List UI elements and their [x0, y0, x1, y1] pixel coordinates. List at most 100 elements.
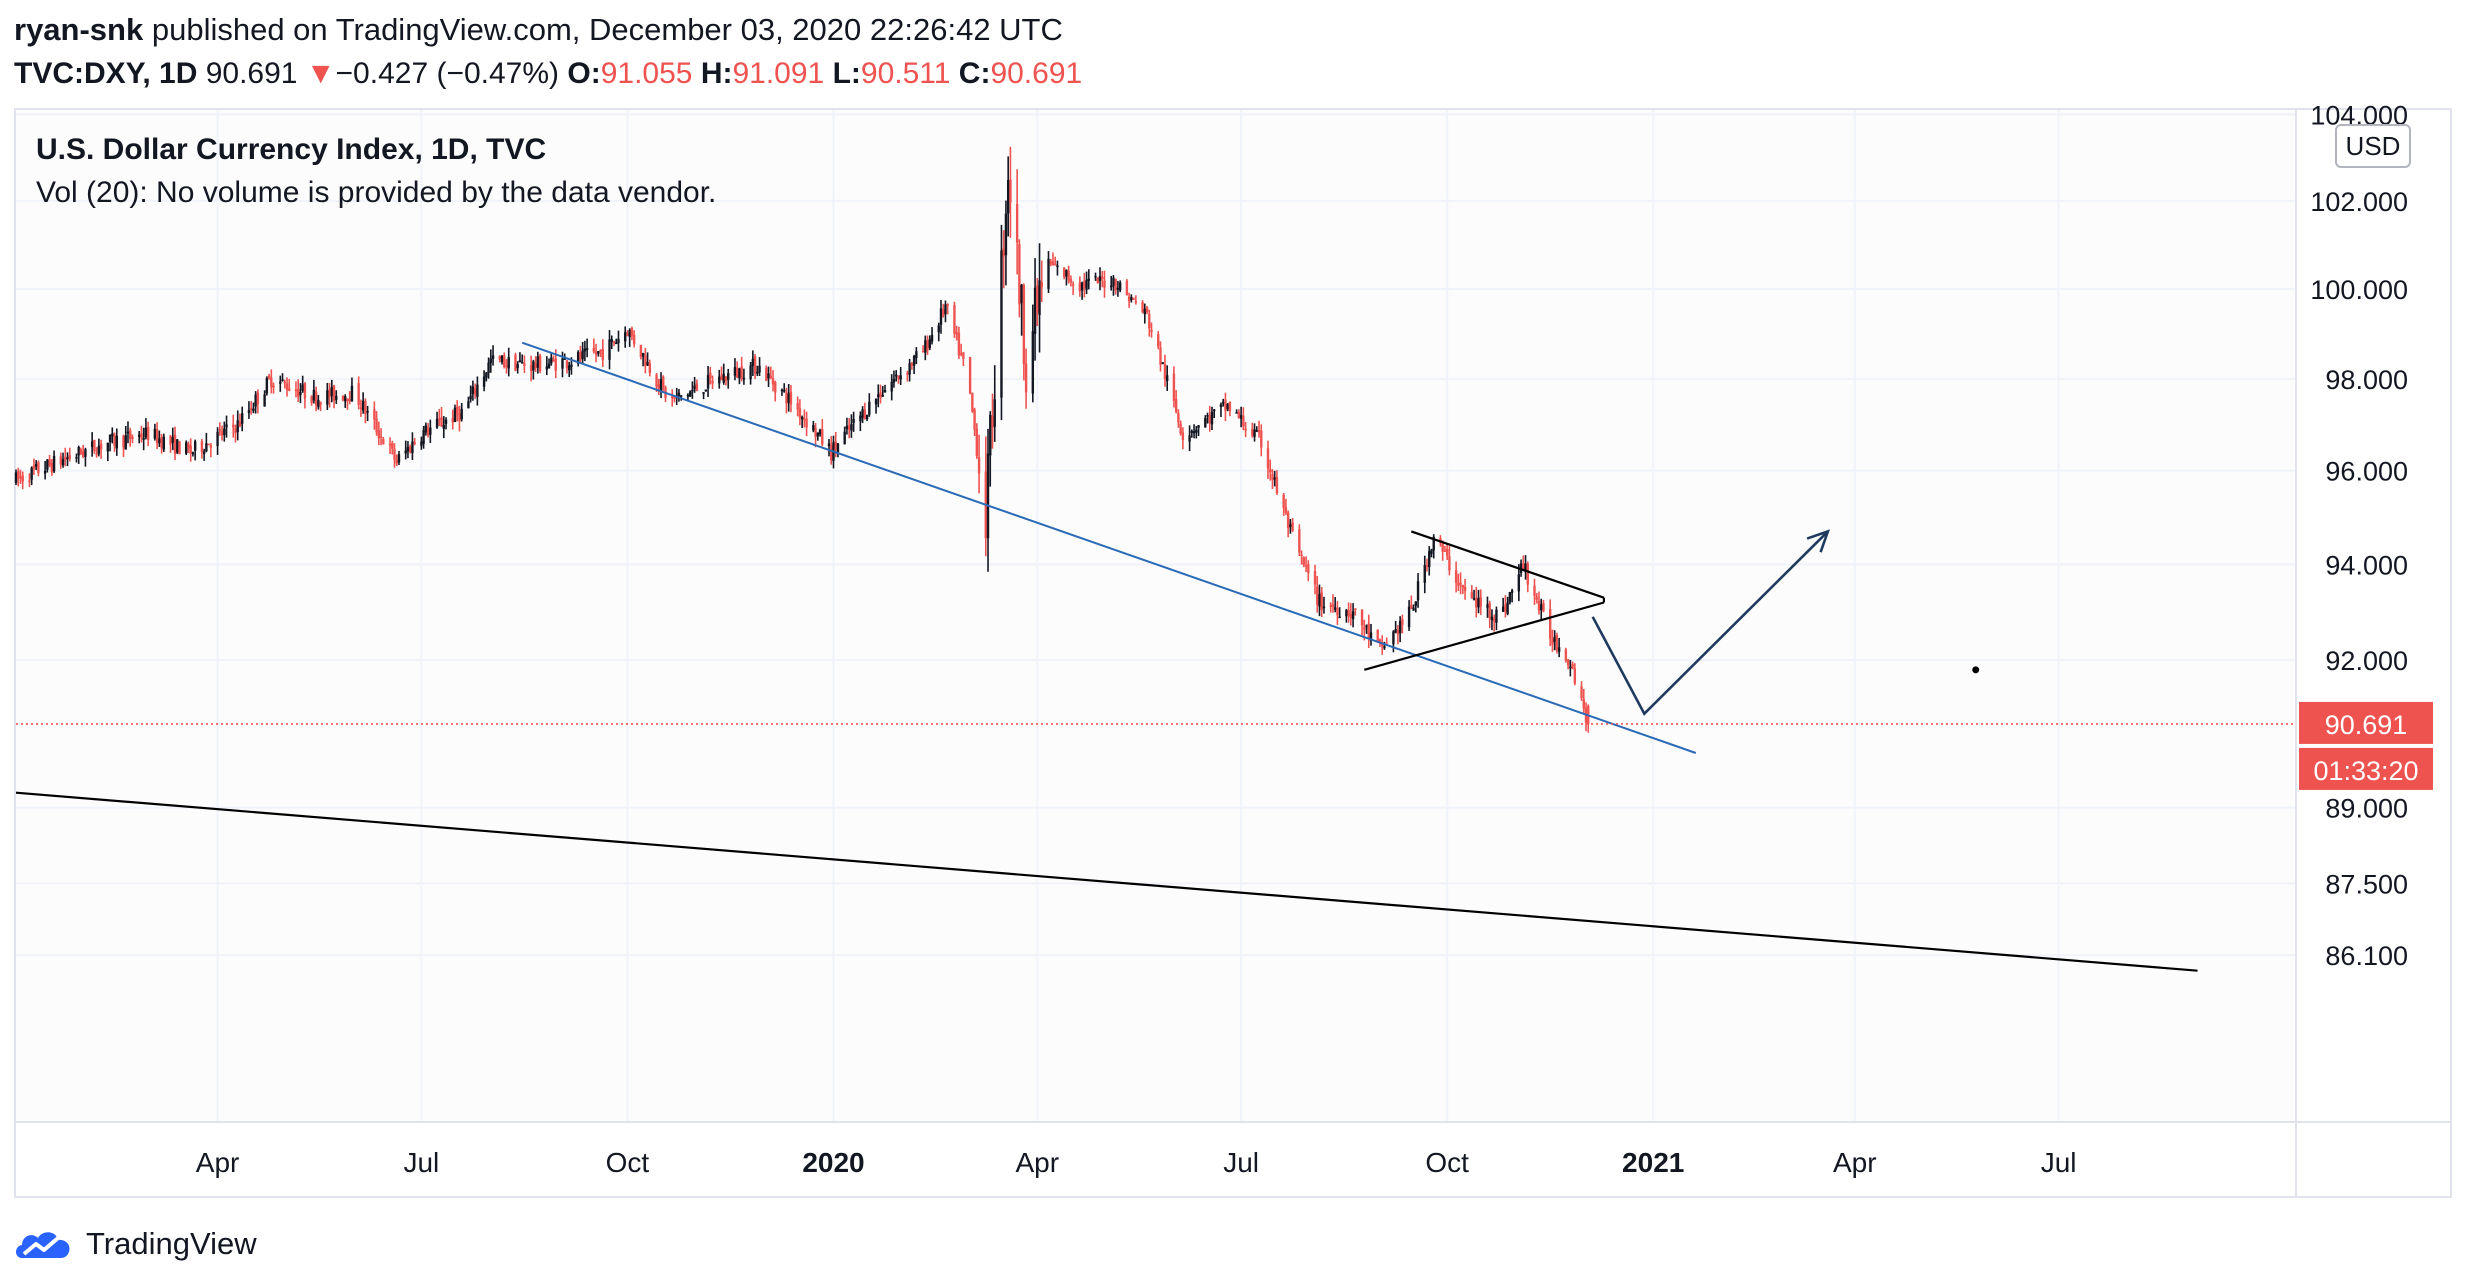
- footer-brand[interactable]: TradingView: [86, 1226, 257, 1261]
- candle-body: [1237, 412, 1241, 419]
- candle-body: [957, 332, 961, 356]
- tradingview-cloud-icon[interactable]: [14, 1226, 76, 1262]
- currency-button[interactable]: USD: [2335, 124, 2411, 168]
- candle-body: [1179, 423, 1182, 434]
- x-tick-label: 2021: [1622, 1147, 1684, 1178]
- last-price-badge: [2299, 701, 2433, 744]
- candle-body: [538, 355, 542, 372]
- candle-body: [1363, 627, 1366, 630]
- candle-body: [442, 425, 445, 429]
- candle-body: [830, 444, 833, 461]
- candle-body: [46, 459, 49, 470]
- candle-body: [1271, 474, 1274, 481]
- candle-body: [14, 472, 18, 483]
- candle-body: [1056, 265, 1059, 268]
- candle-body: [771, 378, 775, 385]
- candle-body: [1360, 609, 1364, 626]
- candle-body: [1548, 609, 1552, 639]
- candle-body: [485, 372, 488, 378]
- candle-body: [1009, 179, 1012, 203]
- candle-body: [1320, 592, 1323, 610]
- candle-body: [220, 430, 224, 436]
- candle-body: [350, 385, 354, 402]
- candle-body: [66, 457, 69, 460]
- candle-body: [1071, 284, 1075, 286]
- candle-body: [608, 339, 611, 360]
- candle-body: [1141, 302, 1144, 313]
- candle-body: [1392, 631, 1395, 645]
- candle-body: [299, 392, 302, 395]
- candle-body: [623, 332, 627, 342]
- candle-body: [1006, 180, 1010, 214]
- candle-body: [187, 444, 190, 449]
- candle-body: [865, 415, 869, 420]
- candle-body: [1204, 418, 1207, 428]
- candle-body: [453, 407, 457, 422]
- candle-body: [581, 350, 584, 360]
- candle-body: [939, 308, 943, 325]
- candle-body: [411, 441, 414, 454]
- candle-body: [1004, 213, 1008, 256]
- candle-body: [563, 358, 566, 360]
- candle-body: [523, 363, 526, 366]
- symbol-ohlc-line: TVC:DXY, 1D 90.691 ▼−0.427 (−0.47%) O:91…: [14, 57, 1082, 91]
- candle-body: [1251, 428, 1254, 436]
- candle-body: [424, 425, 428, 433]
- candle-body: [330, 387, 333, 396]
- plot-area: [16, 110, 2296, 1122]
- candle-body: [1098, 276, 1102, 281]
- candle-body: [1080, 282, 1084, 291]
- candle-body: [503, 355, 506, 368]
- candle-body: [476, 384, 479, 397]
- candle-body: [899, 375, 902, 380]
- candle-body: [397, 454, 401, 463]
- candle-body: [59, 456, 62, 465]
- candle-body: [1224, 399, 1227, 411]
- candle-body: [382, 439, 385, 445]
- x-tick-label: Apr: [1833, 1147, 1877, 1178]
- candle-body: [724, 376, 728, 381]
- candle-body: [1582, 699, 1585, 709]
- candle-body: [874, 398, 878, 405]
- candle-body: [877, 394, 880, 398]
- candle-body: [1157, 334, 1160, 347]
- candle-body: [695, 383, 699, 391]
- author-name[interactable]: ryan-snk: [14, 12, 144, 47]
- candle-body: [1492, 618, 1496, 622]
- candle-body: [1501, 606, 1505, 612]
- candle-body: [1226, 404, 1229, 409]
- candle-body: [507, 357, 510, 369]
- candle-body: [1540, 604, 1543, 611]
- candle-body: [1571, 663, 1574, 669]
- candle-body: [1130, 297, 1133, 300]
- y-tick-label: 86.100: [2325, 941, 2408, 971]
- candle-body: [1441, 543, 1444, 552]
- footer: TradingView: [14, 1222, 257, 1266]
- candle-body: [84, 449, 87, 457]
- candle-body: [1351, 611, 1355, 620]
- candle-body: [1000, 250, 1003, 398]
- candle-body: [391, 443, 394, 449]
- y-tick-label: 94.000: [2325, 550, 2408, 580]
- candle-body: [1488, 603, 1491, 619]
- candle-body: [720, 375, 723, 381]
- candle-body: [142, 438, 145, 440]
- candle-body: [1015, 204, 1019, 243]
- candle-body: [1002, 248, 1005, 257]
- candle-body: [207, 443, 210, 446]
- candle-body: [975, 429, 979, 457]
- candle-body: [1416, 581, 1420, 601]
- candle-body: [679, 395, 683, 397]
- candle-body: [238, 422, 242, 427]
- last-price: 90.691: [205, 57, 298, 90]
- candle-body: [709, 372, 712, 379]
- candle-body: [61, 459, 65, 466]
- candle-body: [836, 443, 840, 453]
- candle-body: [487, 362, 490, 374]
- candle-body: [95, 453, 98, 456]
- y-tick-label: 98.000: [2325, 365, 2408, 395]
- candle-body: [312, 389, 316, 401]
- candle-body: [1412, 607, 1415, 611]
- candle-body: [615, 342, 618, 345]
